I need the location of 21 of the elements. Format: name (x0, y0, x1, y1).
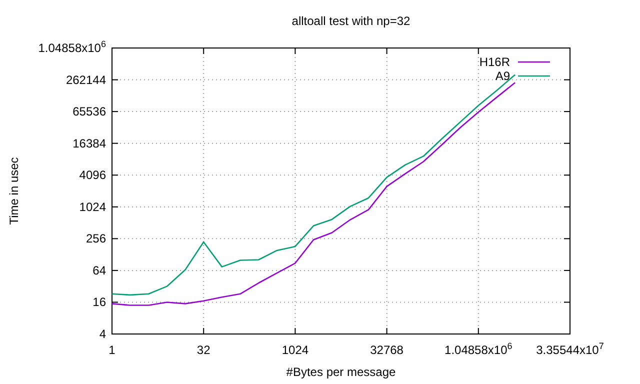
y-tick-label: 4 (99, 327, 106, 341)
x-tick-label: 32 (196, 343, 211, 357)
y-tick-label: 262144 (66, 72, 106, 87)
x-tick-label: 32768 (370, 343, 404, 357)
x-axis-title: #Bytes per message (286, 365, 396, 379)
x-tick-label: 1 (108, 343, 116, 357)
legend-label: H16R (479, 55, 510, 69)
legend-label: A9 (495, 69, 510, 83)
y-tick-label: 64 (92, 263, 106, 278)
y-tick-label: 16 (92, 295, 106, 310)
y-tick-label: 1.04858x10$^{6}$ (38, 39, 106, 55)
y-tick-label: 65536 (72, 104, 106, 119)
y-axis-title: Time in usec (7, 157, 21, 225)
y-tick-label: 16384 (72, 136, 106, 150)
x-tick-label: 3.35544x10$^{7}$ (536, 341, 604, 357)
chart-title: alltoall test with np=32 (292, 14, 411, 28)
x-tick-label: 1.04858x10$^{6}$ (444, 341, 512, 357)
y-tick-label: 256 (86, 232, 106, 246)
y-tick-label: 1024 (79, 200, 106, 214)
x-tick-label: 1024 (282, 343, 309, 357)
y-tick-label: 4096 (79, 168, 106, 182)
